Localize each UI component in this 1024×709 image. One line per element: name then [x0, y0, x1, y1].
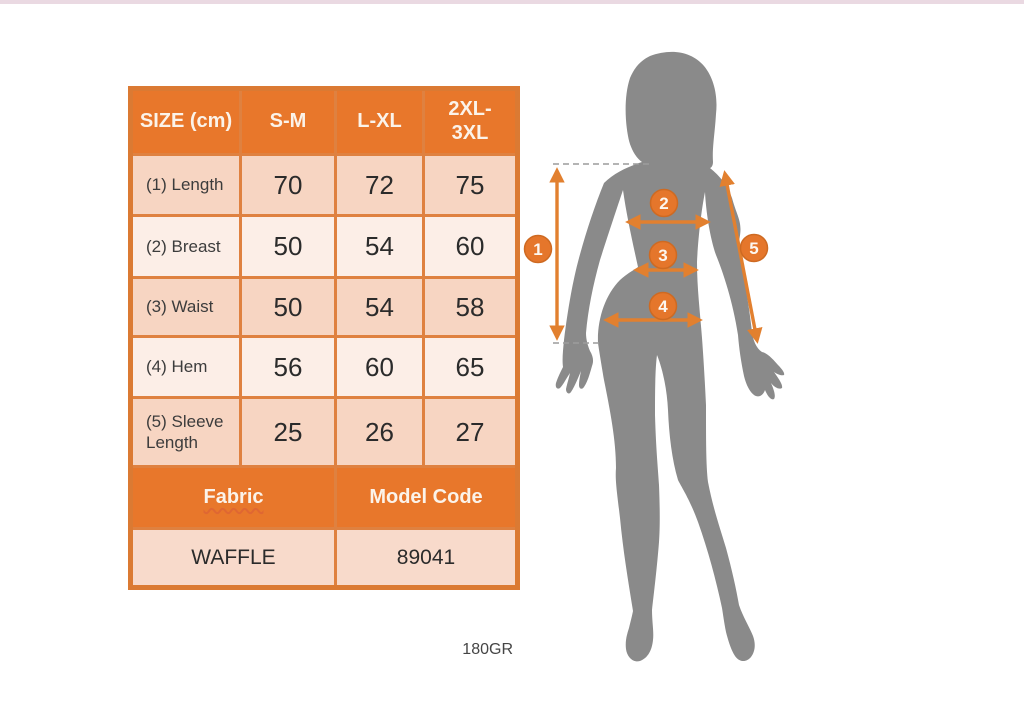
hem-sm: 56	[239, 335, 337, 399]
table-footer-header-row: Fabric Model Code	[129, 465, 519, 530]
sleeve-lxl: 26	[334, 396, 425, 468]
marker-5-number: 5	[749, 239, 758, 258]
sleeve-sm: 25	[239, 396, 337, 468]
marker-1-length: 1	[523, 234, 553, 264]
row-label-waist: (3) Waist	[129, 276, 242, 338]
marker-2-number: 2	[659, 194, 668, 213]
size-table-section: SIZE (cm) S-M L-XL 2XL-3XL (1) Length 70…	[128, 86, 520, 590]
header-size-cm: SIZE (cm)	[129, 87, 242, 156]
length-sm: 70	[239, 153, 337, 217]
breast-sm: 50	[239, 214, 337, 279]
sleeve-arrow	[719, 170, 763, 344]
waist-sm: 50	[239, 276, 337, 338]
breast-2xl3xl: 60	[422, 214, 519, 279]
marker-3-number: 3	[658, 246, 667, 265]
breast-lxl: 54	[334, 214, 425, 279]
measurement-diagram: 1 2 3 4 5	[523, 51, 785, 662]
row-label-sleeve: (5) Sleeve Length	[129, 396, 242, 468]
hem-lxl: 60	[334, 335, 425, 399]
hem-2xl3xl: 65	[422, 335, 519, 399]
fabric-label: Fabric	[203, 485, 264, 508]
row-label-length: (1) Length	[129, 153, 242, 217]
header-model-code: Model Code	[334, 465, 519, 530]
marker-4-hem: 4	[648, 291, 678, 321]
woman-silhouette-figure	[555, 51, 785, 662]
size-table: SIZE (cm) S-M L-XL 2XL-3XL (1) Length 70…	[128, 86, 520, 590]
table-row-sleeve: (5) Sleeve Length 25 26 27	[129, 396, 519, 468]
marker-1-number: 1	[533, 240, 542, 259]
page-top-border	[0, 0, 1024, 4]
fabric-weight-note: 180GR	[462, 641, 513, 658]
marker-2-breast: 2	[649, 188, 679, 218]
length-lxl: 72	[334, 153, 425, 217]
row-label-breast: (2) Breast	[129, 214, 242, 279]
waist-2xl3xl: 58	[422, 276, 519, 338]
header-size-lxl: L-XL	[334, 87, 425, 156]
table-row-hem: (4) Hem 56 60 65	[129, 335, 519, 399]
row-label-hem: (4) Hem	[129, 335, 242, 399]
marker-3-waist: 3	[648, 240, 678, 270]
table-row-length: (1) Length 70 72 75	[129, 153, 519, 217]
table-row-waist: (3) Waist 50 54 58	[129, 276, 519, 338]
header-size-sm: S-M	[239, 87, 337, 156]
length-2xl3xl: 75	[422, 153, 519, 217]
header-size-2xl3xl: 2XL-3XL	[422, 87, 519, 156]
table-row-breast: (2) Breast 50 54 60	[129, 214, 519, 279]
model-code-value: 89041	[334, 527, 519, 589]
sleeve-2xl3xl: 27	[422, 396, 519, 468]
marker-5-sleeve: 5	[739, 233, 769, 263]
marker-4-number: 4	[658, 297, 668, 316]
table-footer-values-row: WAFFLE 89041	[129, 527, 519, 589]
table-header-row: SIZE (cm) S-M L-XL 2XL-3XL	[129, 87, 519, 156]
fabric-value: WAFFLE	[129, 527, 337, 589]
waist-lxl: 54	[334, 276, 425, 338]
header-fabric: Fabric	[129, 465, 337, 530]
